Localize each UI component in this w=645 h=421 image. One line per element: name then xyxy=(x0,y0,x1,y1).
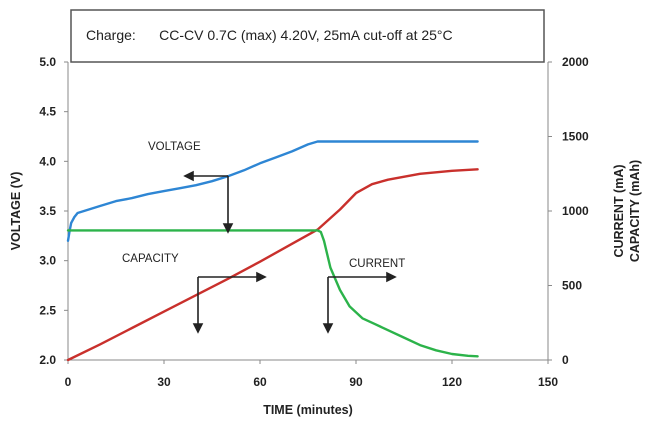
annotation-voltage: VOLTAGE xyxy=(148,141,201,153)
voltage-arrows xyxy=(183,170,234,234)
x-tick-label: 150 xyxy=(538,375,558,389)
capacity-arrows xyxy=(192,271,267,334)
current-arrows xyxy=(322,271,397,334)
x-tick-label: 60 xyxy=(253,375,267,389)
x-tick-label: 30 xyxy=(157,375,171,389)
y-left-tick-label: 4.0 xyxy=(39,154,56,168)
series-layer xyxy=(66,140,479,362)
y-left-tick-label: 3.0 xyxy=(39,254,56,268)
x-tick-label: 0 xyxy=(65,375,72,389)
chart-title: Charge: CC-CV 0.7C (max) 4.20V, 25mA cut… xyxy=(86,27,453,43)
y-right-tick-label: 0 xyxy=(562,353,569,367)
y-left-axis-title: VOLTAGE (V) xyxy=(9,172,23,251)
annotation-capacity: CAPACITY xyxy=(122,253,179,265)
title-box xyxy=(70,9,545,63)
series-line-current xyxy=(66,229,479,358)
y-right-tick-label: 1500 xyxy=(562,130,589,144)
x-tick-label: 90 xyxy=(349,375,363,389)
y-left-tick-label: 3.5 xyxy=(39,204,56,218)
y-right-tick-label: 500 xyxy=(562,279,582,293)
y-right-tick-label: 1000 xyxy=(562,204,589,218)
y-left-tick-label: 5.0 xyxy=(39,55,56,69)
x-tick-label: 120 xyxy=(442,375,462,389)
y-right-axis-title-capacity: CAPACITY (mAh) xyxy=(628,160,642,262)
annotation-current: CURRENT xyxy=(349,258,405,270)
y-left-tick-label: 2.5 xyxy=(39,303,56,317)
x-axis-title: TIME (minutes) xyxy=(263,403,353,417)
ticks-layer: 0 30 60 90 120 150 2.0 2.5 3.0 3.5 4.0 4.5 5.0 0 500 10… xyxy=(39,55,589,389)
y-left-tick-label: 4.5 xyxy=(39,105,56,119)
y-right-tick-label: 2000 xyxy=(562,55,589,69)
y-left-tick-label: 2.0 xyxy=(39,353,56,367)
series-line-voltage xyxy=(66,140,479,243)
series-line-capacity xyxy=(66,168,479,362)
y-right-axis-title-current: CURRENT (mA) xyxy=(612,164,626,257)
